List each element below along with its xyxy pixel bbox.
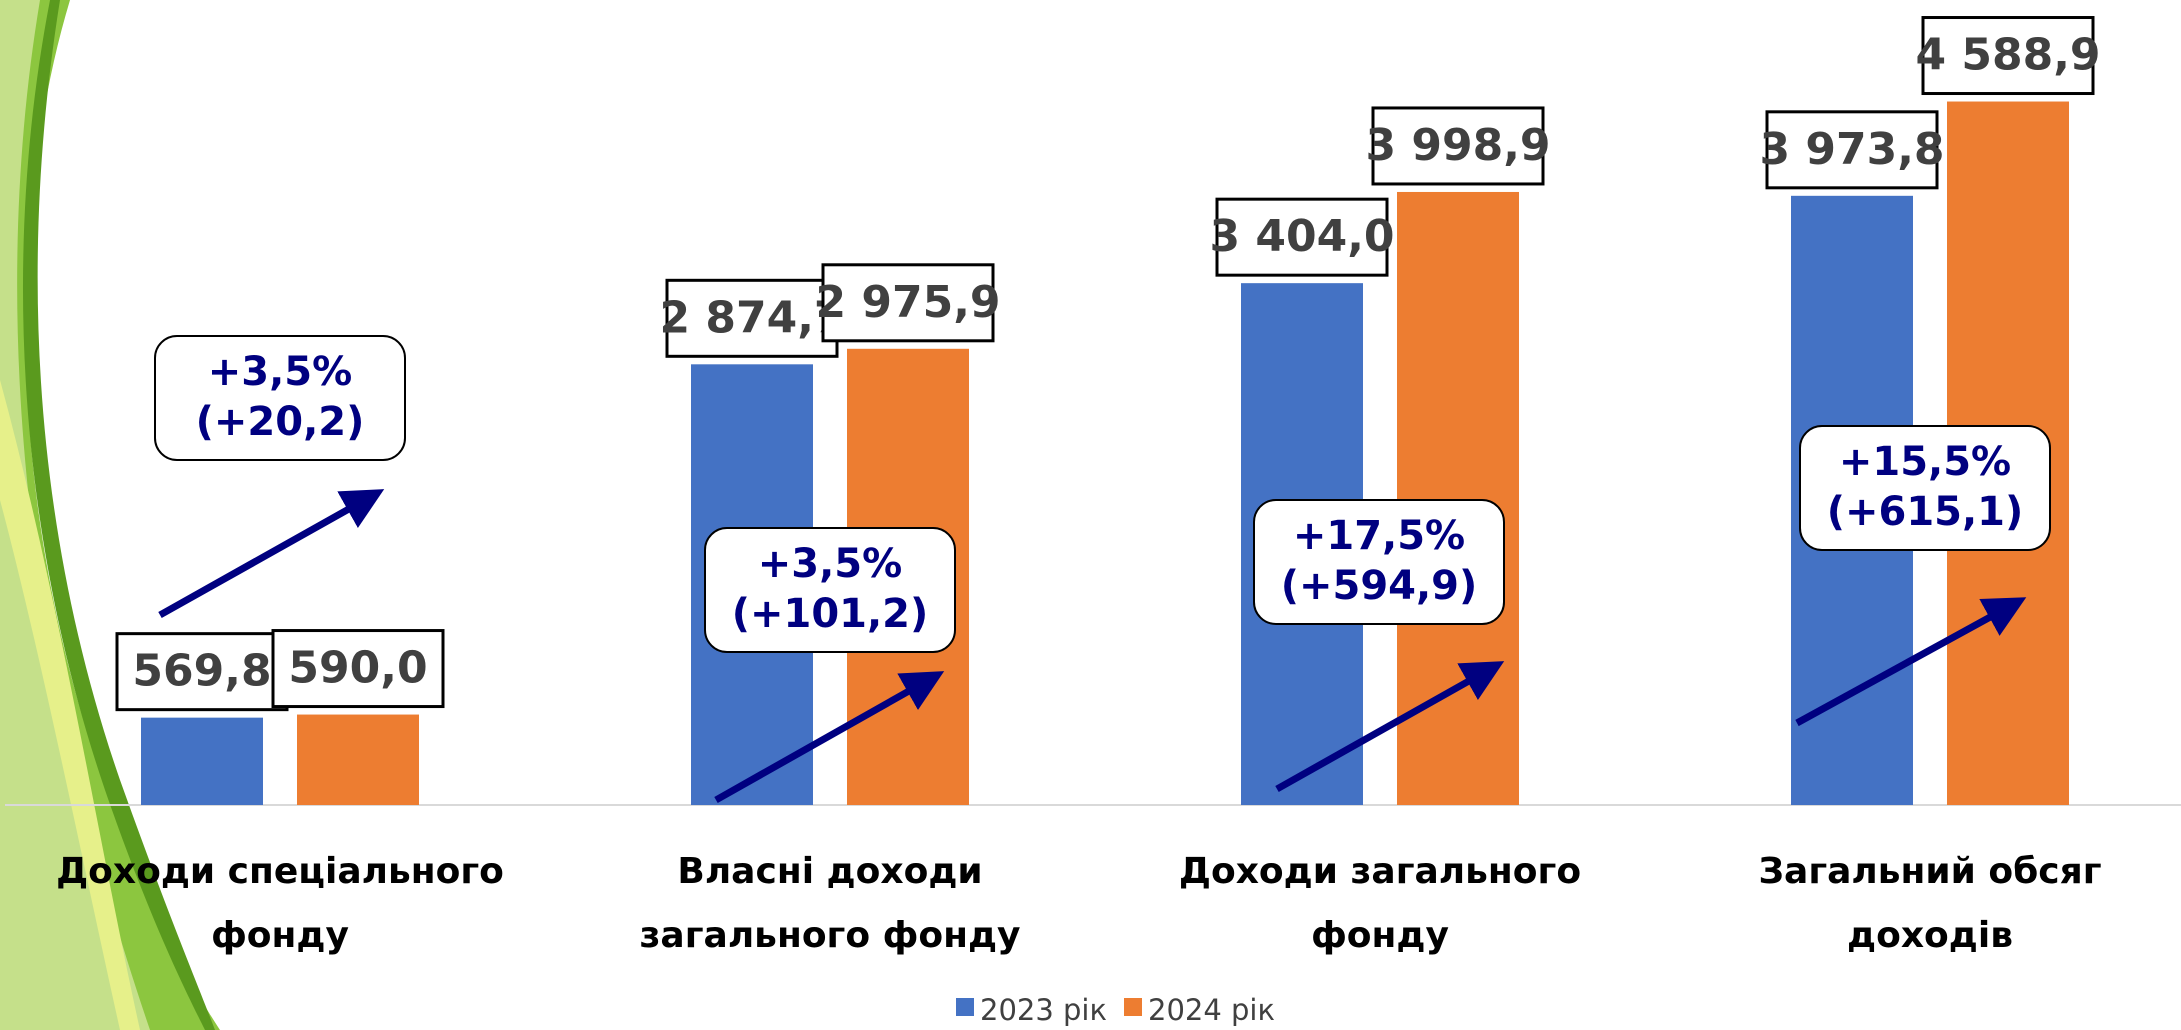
annotation-box (1253, 499, 1505, 625)
arrow (1795, 597, 2027, 727)
value-label: 2 874,7 (659, 292, 844, 343)
annotation: (+594,9) (1281, 563, 1478, 609)
annotation: +3,5% (208, 349, 352, 395)
legend-label: 2023 рік (980, 993, 1107, 1027)
annotation: +3,5% (758, 541, 902, 587)
category-label: Доходи спеціального фонду (56, 851, 504, 956)
value-label: 4 588,9 (1915, 30, 2100, 81)
category-label: Загальний обсяг доходів (1758, 851, 2102, 956)
value-label-box (1371, 106, 1545, 186)
annotation: (+101,2) (732, 591, 929, 637)
value-label: 569,8 (132, 646, 271, 697)
value-label-box (1215, 197, 1389, 277)
annotation: (+20,2) (196, 399, 365, 445)
value-label-box (821, 263, 995, 343)
value-label-box (271, 629, 445, 709)
value-label: 3 973,8 (1759, 124, 1944, 175)
annotation-box (704, 527, 956, 653)
value-label: 3 998,9 (1365, 120, 1550, 171)
annotation: +15,5% (1839, 439, 2011, 485)
value-label: 2 975,9 (815, 277, 1000, 328)
annotation: +17,5% (1293, 513, 1465, 559)
arrow (1275, 661, 1505, 793)
bar (1397, 191, 1519, 805)
value-label: 590,0 (288, 643, 427, 694)
value-label: 3 404,0 (1209, 211, 1394, 262)
annotation-box (1799, 425, 2051, 551)
legend-label: 2024 рік (1148, 993, 1275, 1027)
legend-swatch (1124, 998, 1142, 1016)
category-label: Доходи загального фонду (1178, 851, 1582, 956)
annotation: (+615,1) (1827, 489, 2024, 535)
value-label-box (1921, 16, 2095, 96)
legend-swatch (956, 998, 974, 1016)
annotation-box (154, 335, 406, 461)
value-label-box (1765, 110, 1939, 190)
decoration (0, 0, 220, 1030)
category-label: Власні доходи загального фонду (639, 851, 1021, 956)
arrow (714, 671, 945, 804)
bar (141, 717, 263, 805)
bar (297, 714, 419, 805)
arrow (158, 489, 385, 619)
